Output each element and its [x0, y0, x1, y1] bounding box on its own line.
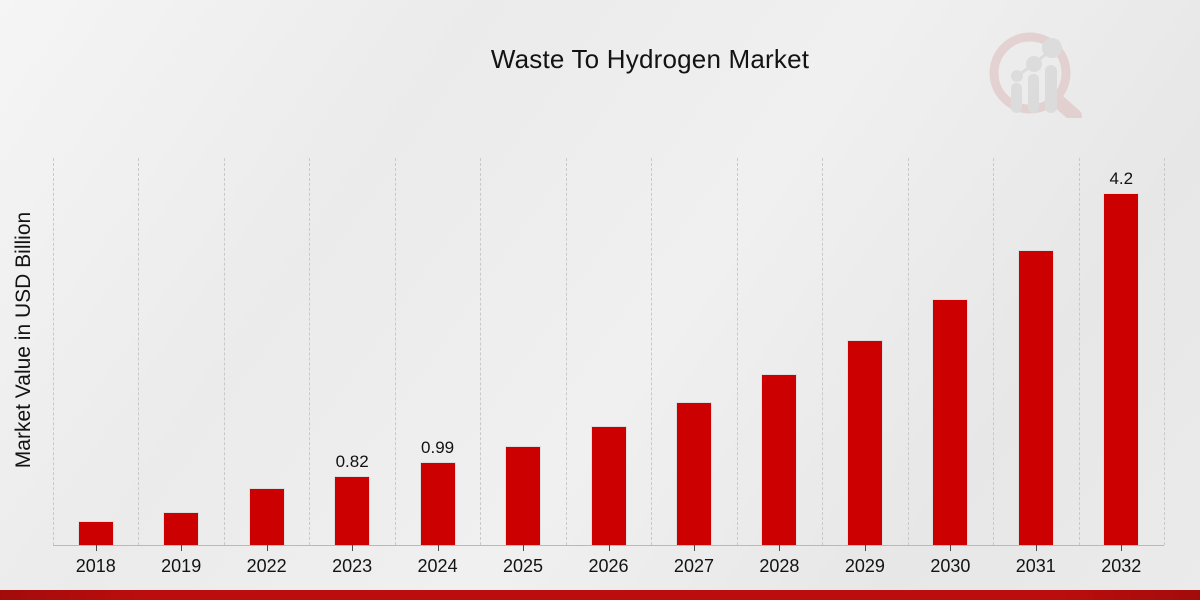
x-axis-label-2018: 2018: [75, 556, 116, 576]
x-axis-label-2025: 2025: [503, 556, 544, 576]
bar-2028: [761, 374, 798, 545]
bar-2032: [1103, 193, 1140, 545]
gridline: [907, 158, 909, 545]
gridline: [480, 158, 482, 545]
bar-2018: [77, 520, 114, 545]
x-axis-label-2023: 2023: [332, 556, 373, 576]
bar-2027: [675, 401, 712, 545]
x-axis-tick: [1035, 545, 1037, 551]
bar-2024: [419, 462, 456, 545]
x-axis-label-2030: 2030: [930, 556, 971, 576]
gridline: [53, 158, 54, 545]
x-axis-label-2026: 2026: [588, 556, 629, 576]
page-title: Waste To Hydrogen Market: [490, 44, 810, 74]
bar-2022: [248, 488, 285, 545]
x-axis-tick: [1121, 545, 1123, 551]
plot-area: 2018 2019 2022 0.82 2023 0.99 2024 2025 2026 2027…: [53, 158, 1165, 576]
gridline: [394, 158, 396, 545]
gridline: [736, 158, 738, 545]
x-axis-tick: [437, 545, 439, 551]
x-axis-label-2032: 2032: [1101, 556, 1142, 576]
x-axis-label-2028: 2028: [759, 556, 800, 576]
x-axis-label-2024: 2024: [417, 556, 458, 576]
gridline: [1164, 158, 1165, 545]
x-axis-label-2027: 2027: [673, 556, 714, 576]
gridline: [138, 158, 140, 545]
x-axis-label-2022: 2022: [246, 556, 287, 576]
gridline: [565, 158, 567, 545]
bar-value-label-2023: 0.82: [335, 452, 369, 472]
gridline: [993, 158, 995, 545]
bar-2025: [505, 446, 542, 545]
x-axis-tick: [266, 545, 268, 551]
gridline: [651, 158, 653, 545]
x-axis-tick: [950, 545, 952, 551]
y-axis-label: Market Value in USD Billion: [12, 211, 35, 469]
gridline: [223, 158, 225, 545]
x-axis-tick: [181, 545, 183, 551]
bar-2026: [590, 426, 627, 545]
gridline: [1078, 158, 1080, 545]
bar-2031: [1017, 250, 1054, 545]
magnifier-bar-chart-logo-icon: [989, 32, 1082, 118]
bottom-accent-strip: [0, 590, 1200, 600]
x-axis-tick: [95, 545, 97, 551]
x-axis-tick: [608, 545, 610, 551]
x-axis-tick: [864, 545, 866, 551]
bar-2030: [932, 298, 969, 545]
x-axis-tick: [779, 545, 781, 551]
x-axis-tick: [693, 545, 695, 551]
bar-value-label-2024: 0.99: [421, 438, 455, 458]
x-axis-tick: [352, 545, 354, 551]
gridline: [822, 158, 824, 545]
gridline: [309, 158, 311, 545]
x-axis-tick: [523, 545, 525, 551]
x-axis-label-2031: 2031: [1015, 556, 1056, 576]
bar-value-label-2032: 4.2: [1109, 169, 1134, 189]
x-axis-label-2029: 2029: [844, 556, 885, 576]
x-axis-label-2019: 2019: [161, 556, 202, 576]
bar-2023: [334, 476, 371, 545]
bar-2019: [163, 511, 200, 545]
bar-2029: [846, 339, 883, 545]
